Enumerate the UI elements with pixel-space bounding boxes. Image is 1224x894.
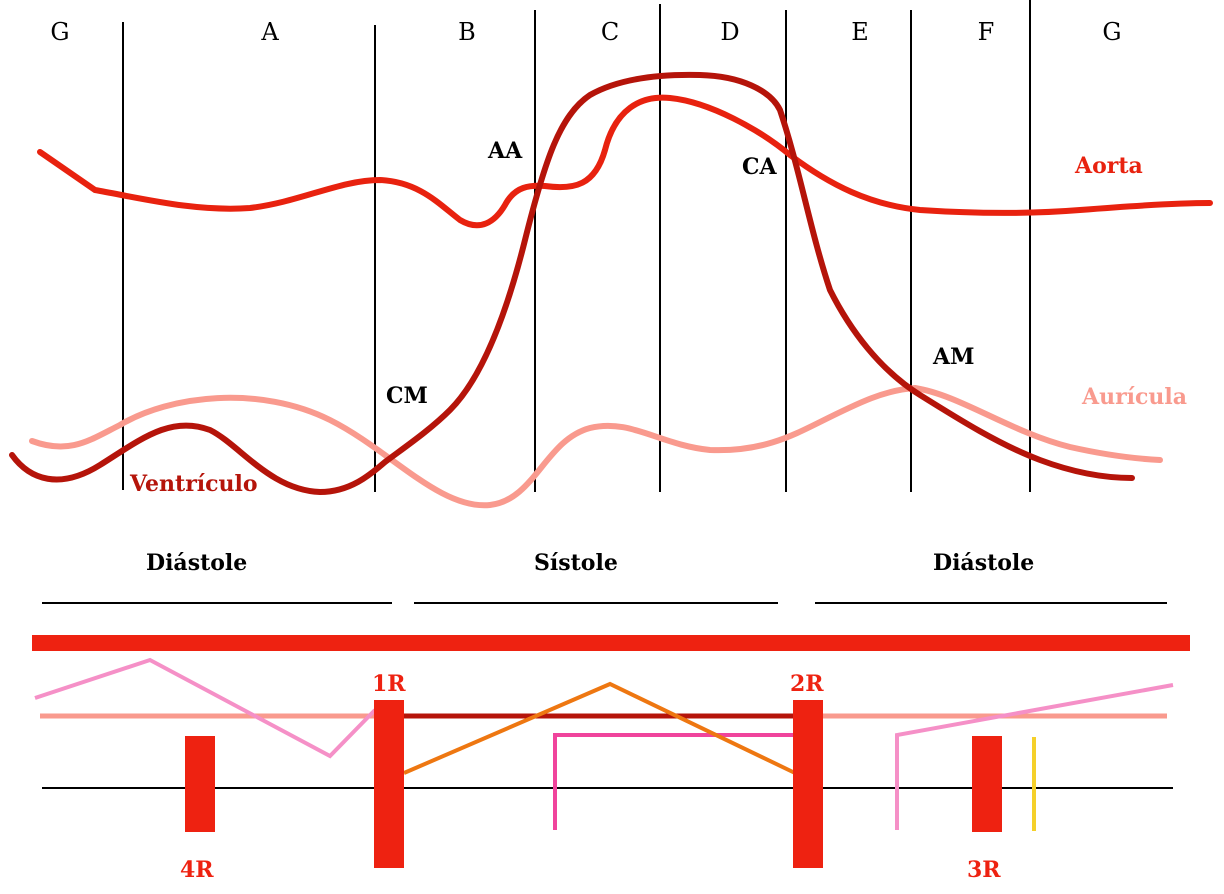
- atrium-pressure-curve: [29, 384, 1163, 509]
- period-diastole-right: Diástole: [933, 550, 1034, 576]
- thick-red-band: [32, 635, 1190, 651]
- fourth-sound-bar: [185, 736, 215, 832]
- label-aorta: Aorta: [1074, 153, 1143, 179]
- phase-labels: G A B C D E F G: [50, 18, 1121, 46]
- label-aortic-opening: AA: [487, 138, 523, 164]
- label-first-sound: 1R: [372, 671, 406, 697]
- phase-dividers: [122, 0, 1031, 492]
- phase-label-b: B: [458, 18, 476, 46]
- phase-label-d: D: [720, 18, 739, 46]
- phase-label-a: A: [260, 18, 279, 46]
- phase-label-c: C: [601, 18, 619, 46]
- label-ventricle: Ventrículo: [129, 471, 258, 497]
- label-second-sound: 2R: [790, 671, 824, 697]
- label-fourth-sound: 4R: [180, 857, 214, 883]
- period-systole: Sístole: [534, 550, 618, 576]
- aorta-pressure-curve: [37, 94, 1213, 229]
- pink-line-right: [895, 683, 1174, 830]
- label-aortic-closure: CA: [742, 154, 778, 180]
- phase-label-g2: G: [1102, 18, 1121, 46]
- pink-zigzag-left: [34, 657, 377, 759]
- magenta-bracket: [553, 733, 795, 830]
- ventricle-pressure-curve: [9, 71, 1135, 496]
- label-mitral-closure: CM: [386, 383, 428, 409]
- label-atrium: Aurícula: [1081, 384, 1187, 410]
- first-sound-bar: [374, 700, 404, 868]
- second-sound-bar: [793, 700, 823, 868]
- label-mitral-opening: AM: [932, 344, 974, 370]
- phase-label-e: E: [851, 18, 869, 46]
- orange-triangle-line: [403, 681, 796, 775]
- third-sound-bar: [972, 736, 1002, 832]
- period-diastole-left: Diástole: [146, 550, 247, 576]
- label-third-sound: 3R: [967, 857, 1001, 883]
- phase-label-f: F: [978, 18, 995, 46]
- phase-label-g1: G: [50, 18, 69, 46]
